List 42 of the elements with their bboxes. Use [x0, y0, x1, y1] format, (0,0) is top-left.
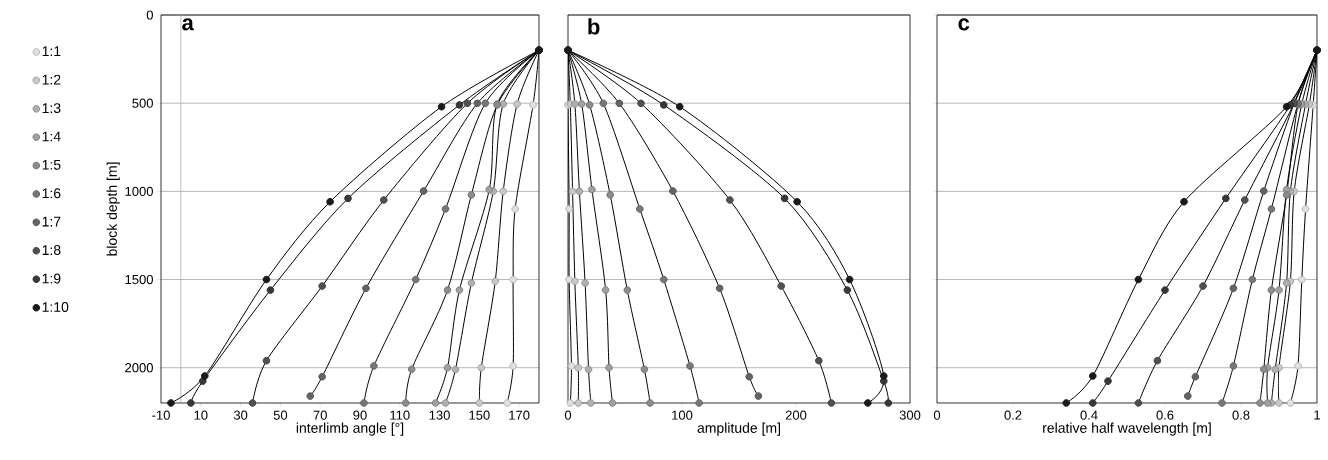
x-tick-label: 100	[672, 410, 693, 420]
x-tick-label: 0	[933, 410, 941, 420]
y-tick-label: 1500	[125, 274, 153, 285]
x-tick-label: 300	[899, 410, 921, 420]
x-tick-label: 30	[233, 410, 248, 420]
x-tick-label: 130	[429, 410, 450, 420]
y-tick-label: 500	[132, 98, 153, 108]
x-tick-label: 1	[1314, 410, 1320, 420]
y-tick-label: 1000	[125, 186, 153, 196]
x-tick-label: 70	[313, 410, 327, 420]
x-tick-label: 90	[353, 410, 367, 420]
chart-title: a	[182, 18, 194, 31]
chart-title: c	[958, 18, 970, 31]
y-axis-title: block depth [m]	[106, 162, 120, 256]
chart-title: b	[588, 18, 600, 35]
x-tick-label: 0.8	[1232, 410, 1250, 420]
legend-label: 1:2	[42, 74, 61, 85]
x-axis-title: relative half wavelength [m]	[1043, 422, 1211, 436]
legend-label: 1:3	[42, 103, 61, 114]
x-tick-label: 110	[390, 410, 410, 420]
x-tick-label: 200	[785, 410, 807, 420]
y-tick-label: 0	[146, 10, 153, 20]
x-axis-title: interlimb angle [°]	[296, 422, 404, 436]
legend-label: 1:7	[42, 216, 61, 227]
legend-label: 1:4	[42, 131, 61, 142]
legend-label: 1:8	[42, 245, 61, 256]
legend-label: 1:9	[42, 273, 61, 284]
legend-label: 1:6	[42, 188, 61, 199]
x-tick-label: 170	[509, 410, 530, 420]
x-axis-title: amplitude [m]	[697, 422, 780, 436]
x-tick-label: 0.2	[1004, 410, 1022, 420]
legend-label: 1:5	[42, 159, 61, 170]
y-tick-label: 2000	[125, 363, 153, 373]
x-tick-label: 0.4	[1080, 410, 1098, 420]
x-tick-label: 150	[469, 410, 490, 420]
x-tick-label: 0.6	[1156, 410, 1174, 420]
x-tick-label: -10	[152, 410, 170, 420]
legend-label: 1:1	[42, 46, 61, 56]
x-tick-label: 10	[194, 410, 208, 420]
x-tick-label: 50	[273, 410, 288, 420]
legend-label: 1:10	[42, 302, 69, 312]
x-tick-label: 0	[564, 410, 572, 420]
